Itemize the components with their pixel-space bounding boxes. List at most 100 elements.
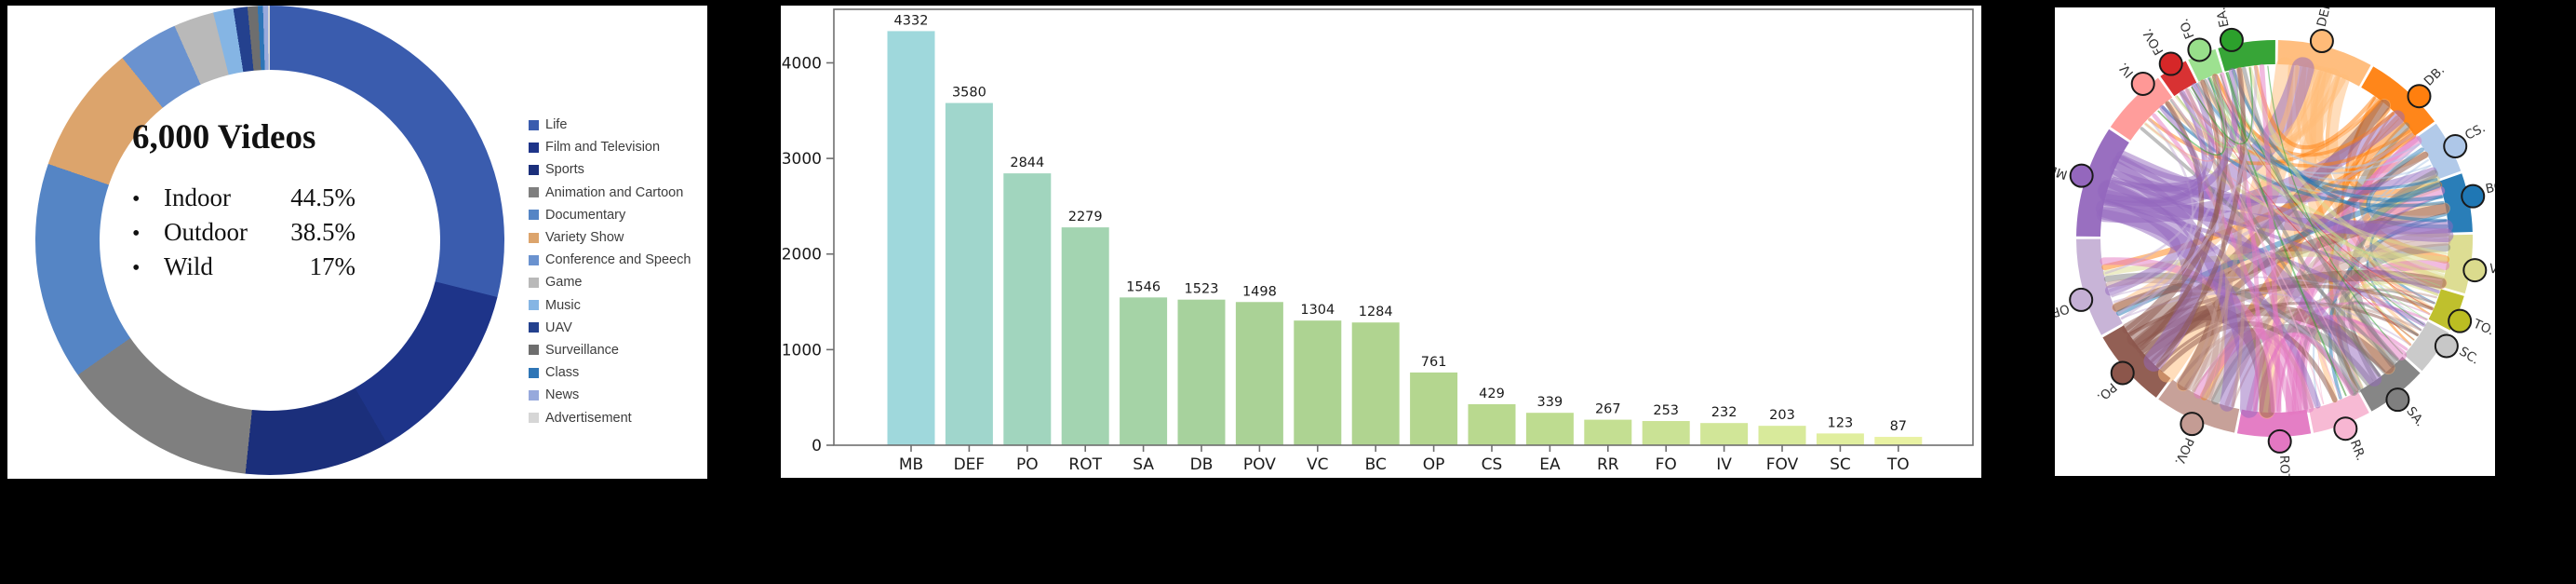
chord-diagram: DEF. DB. CS. BC. VC. TO. SC. SA. RR. ROT. POV. PO. O… bbox=[2055, 7, 2495, 476]
legend-label: Game bbox=[545, 275, 583, 291]
legend-item: Conference and Speech bbox=[529, 249, 691, 271]
x-tick-label: PO bbox=[1016, 455, 1039, 474]
chord-node-circle bbox=[2443, 134, 2468, 159]
chord-node-circle bbox=[2461, 183, 2486, 209]
bar-value-label: 232 bbox=[1711, 405, 1737, 420]
y-tick-label: 1000 bbox=[782, 341, 822, 360]
chord-node-label: IV. bbox=[2116, 60, 2137, 80]
chord-node-label: FO. bbox=[2177, 16, 2198, 40]
legend-swatch-icon bbox=[529, 119, 539, 130]
chord-ribbon bbox=[2225, 71, 2247, 142]
donut-title: 6,000 Videos bbox=[132, 118, 316, 156]
bar-value-label: 267 bbox=[1595, 402, 1621, 417]
chord-node-circle bbox=[2180, 412, 2205, 437]
chord-ring-arc bbox=[2102, 325, 2171, 398]
video-category-donut-panel: 6,000 Videos • Indoor 44.5% • Outdoor 38.5% • W… bbox=[7, 6, 707, 479]
chord-node-label: EA. bbox=[2213, 7, 2232, 29]
bar-RR bbox=[1584, 419, 1632, 445]
legend-item: Game bbox=[529, 271, 691, 293]
bar-value-label: 761 bbox=[1421, 355, 1447, 370]
chord-ribbon bbox=[2109, 82, 2215, 192]
text-instance-bar-panel: 0 1000 2000 3000 4000 MB 4332 DEF 3580 PO 2844 ROT 2… bbox=[781, 6, 1981, 478]
bar-value-label: 339 bbox=[1537, 395, 1563, 410]
legend-swatch-icon bbox=[529, 300, 539, 311]
bar-CS bbox=[1468, 403, 1516, 445]
x-tick-label: ROT bbox=[1068, 455, 1102, 474]
chord-node-label: RR. bbox=[2347, 438, 2368, 463]
x-tick-label: DB bbox=[1190, 455, 1214, 474]
chord-node-circle bbox=[2267, 428, 2292, 454]
chord-node-circle bbox=[2187, 37, 2212, 62]
x-tick-label: BC bbox=[1365, 455, 1387, 474]
legend-item: Animation and Cartoon bbox=[529, 182, 691, 204]
legend-swatch-icon bbox=[529, 210, 539, 221]
bar-DEF bbox=[945, 102, 993, 445]
chord-ring-arc bbox=[2359, 356, 2421, 412]
legend-item: Advertisement bbox=[529, 406, 691, 428]
chord-node-label: CS. bbox=[2462, 120, 2488, 143]
chord-ribbon bbox=[2241, 66, 2399, 362]
chord-node-label: SC. bbox=[2456, 344, 2481, 367]
x-tick-label: RR bbox=[1597, 455, 1619, 474]
legend-item: Documentary bbox=[529, 204, 691, 226]
donut-stats-list: • Indoor 44.5% • Outdoor 38.5% • Wild 17% bbox=[132, 182, 356, 285]
bullet-icon: • bbox=[132, 187, 141, 211]
bar-chart: 0 1000 2000 3000 4000 MB 4332 DEF 3580 PO 2844 ROT 2… bbox=[782, 8, 1974, 474]
bar-FO bbox=[1642, 421, 1690, 445]
chord-ribbon bbox=[2117, 118, 2194, 315]
chord-ribbon bbox=[2120, 65, 2258, 320]
chord-node-label: ROT. bbox=[2276, 455, 2292, 476]
axes-frame bbox=[833, 8, 1974, 446]
x-tick-label: DEF bbox=[954, 455, 986, 474]
legend-swatch-icon bbox=[529, 142, 539, 153]
chord-ring-arc bbox=[2158, 379, 2240, 433]
legend-swatch-icon bbox=[529, 389, 539, 401]
chord-node-label: VC. bbox=[2489, 262, 2495, 279]
chord-node-label: POV. bbox=[2171, 435, 2196, 467]
bar-SA bbox=[1120, 297, 1168, 445]
legend-label: Documentary bbox=[545, 207, 626, 223]
bar-value-label: 253 bbox=[1653, 403, 1679, 418]
bar-value-label: 1498 bbox=[1242, 284, 1277, 299]
chord-node-label: BC. bbox=[2484, 178, 2495, 197]
bar-value-label: 4332 bbox=[894, 13, 929, 28]
bar-IV bbox=[1700, 423, 1749, 445]
bullet-icon: • bbox=[132, 222, 141, 246]
chord-ring-arc bbox=[2438, 173, 2473, 234]
bar-ROT bbox=[1061, 227, 1109, 445]
bar-value-label: 1546 bbox=[1126, 279, 1161, 294]
legend-label: Sports bbox=[545, 162, 584, 178]
legend-swatch-icon bbox=[529, 345, 539, 356]
x-tick-label: TO bbox=[1886, 455, 1910, 474]
chord-ribbon bbox=[2157, 77, 2227, 156]
chord-ribbon bbox=[2207, 78, 2363, 388]
x-tick-label: OP bbox=[1423, 455, 1445, 474]
chord-node-circle bbox=[2069, 163, 2094, 188]
legend-item: Sports bbox=[529, 158, 691, 181]
chord-ribbon bbox=[2155, 67, 2247, 369]
chord-ribbon bbox=[2161, 105, 2445, 208]
chord-ring-arc bbox=[2218, 40, 2276, 72]
chord-ring-arc bbox=[2236, 409, 2312, 437]
bar-DB bbox=[1177, 299, 1226, 445]
chord-node-circle bbox=[2434, 333, 2459, 359]
x-tick-label: POV bbox=[1243, 455, 1276, 474]
donut-legend: Life Film and Television Sports Animation a… bbox=[529, 114, 691, 429]
co-occurrence-chord-panel: DEF. DB. CS. BC. VC. TO. SC. SA. RR. ROT. POV. PO. O… bbox=[2055, 7, 2495, 476]
bar-value-label: 3580 bbox=[952, 86, 986, 101]
chord-node-circle bbox=[2448, 308, 2473, 333]
chord-node-circle bbox=[2110, 360, 2135, 386]
x-tick-label: SA bbox=[1133, 455, 1154, 474]
x-tick-label: VC bbox=[1307, 455, 1329, 474]
chord-ring-arc bbox=[2277, 40, 2371, 87]
bar-TO bbox=[1874, 437, 1923, 445]
donut-stat-row: • Wild 17% bbox=[132, 251, 356, 285]
donut-center-text: 6,000 Videos • Indoor 44.5% • Outdoor 38.5% • W… bbox=[132, 117, 356, 285]
x-tick-label: CS bbox=[1482, 455, 1503, 474]
bar-EA bbox=[1525, 413, 1574, 445]
bar-value-label: 1284 bbox=[1359, 305, 1393, 319]
stat-value: 44.5% bbox=[290, 183, 356, 211]
chord-node-label: DB. bbox=[2422, 62, 2448, 88]
bar-BC bbox=[1351, 322, 1400, 445]
